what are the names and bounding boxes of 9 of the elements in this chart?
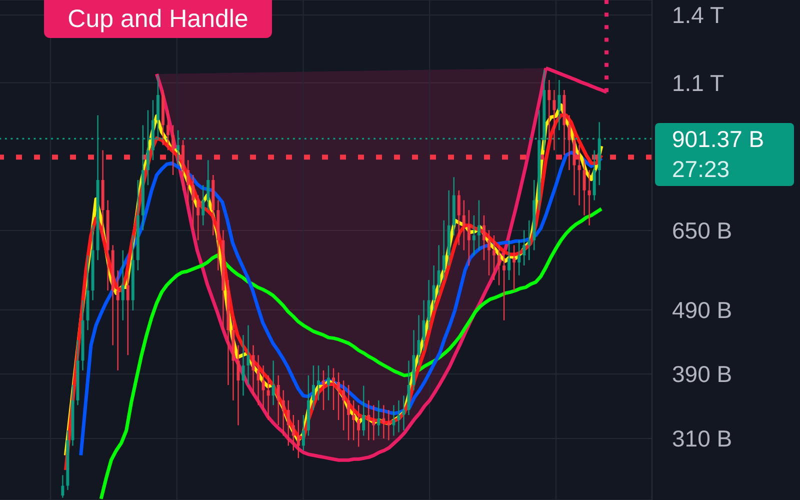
y-tick-label: 1.4 T — [672, 2, 724, 28]
y-tick-label: 310 B — [672, 426, 732, 452]
text: 27:23 — [655, 154, 794, 186]
y-tick-label: 1.1 T — [672, 70, 724, 96]
chart-title: Cup and Handle — [44, 0, 272, 38]
y-tick-label: 650 B — [672, 218, 732, 244]
y-tick-label: 390 B — [672, 361, 732, 388]
y-tick-label: 490 B — [672, 297, 732, 324]
ref-line-label: 901.37 B — [655, 122, 794, 155]
